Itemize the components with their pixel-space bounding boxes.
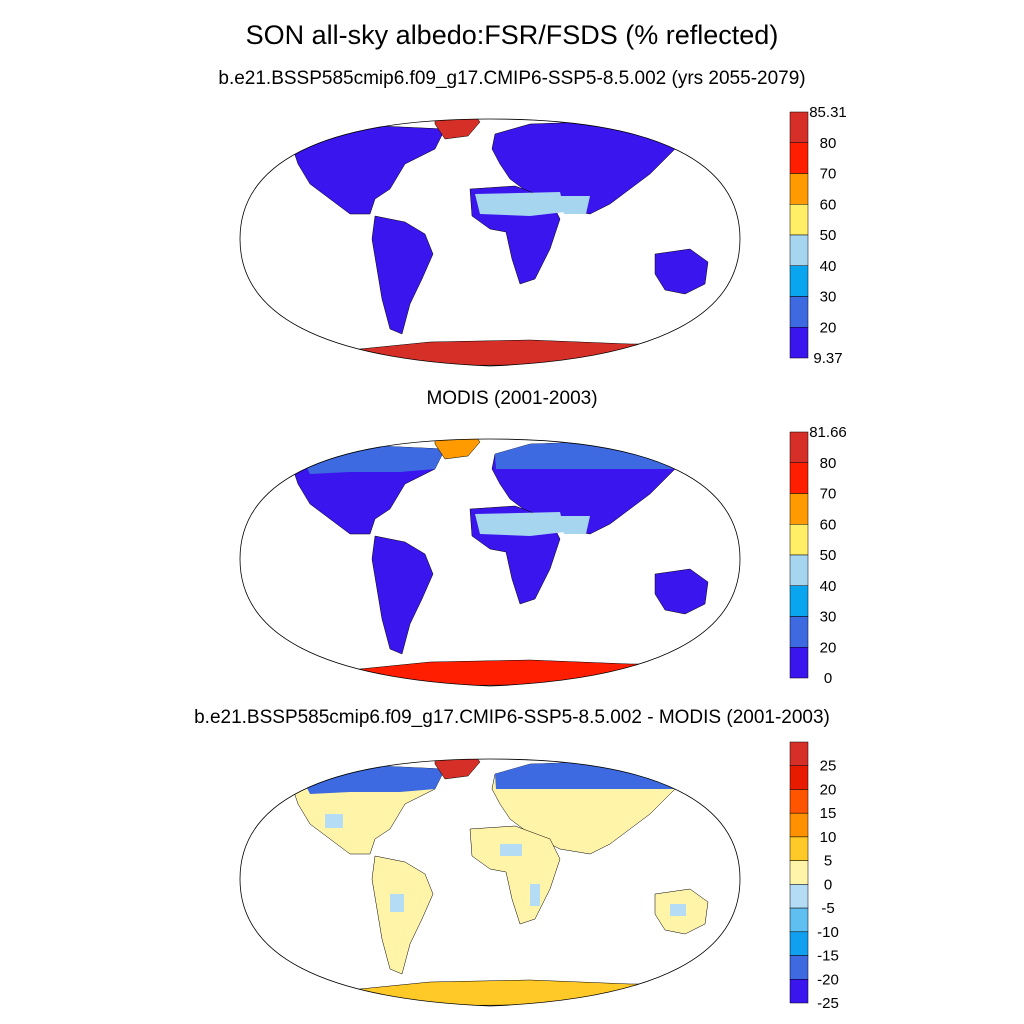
figure-title: SON all-sky albedo:FSR/FSDS (% reflected… (245, 20, 779, 50)
colorbar-swatch (789, 765, 809, 790)
colorbar-swatch (789, 431, 809, 463)
colorbar-label: 5 (824, 853, 832, 870)
colorbar-label: 60 (820, 516, 837, 533)
colorbar-swatch (789, 979, 809, 1004)
colorbar-label: 10 (820, 829, 837, 846)
colorbar-label: 50 (820, 547, 837, 564)
colorbar-swatch (789, 265, 809, 297)
colorbar-swatch (789, 462, 809, 494)
desert-region-1 (560, 196, 590, 214)
land-australia (654, 248, 709, 295)
colorbar-label: 20 (820, 781, 837, 798)
colorbar-label: -15 (817, 948, 839, 965)
model-albedo-map (239, 118, 741, 367)
colorbar-label: -25 (817, 995, 839, 1012)
northern-high-latitudes (300, 442, 690, 474)
colorbar-swatch (789, 907, 809, 933)
colorbar-swatch (789, 955, 809, 980)
colorbar-swatch (789, 173, 809, 205)
land-greenland (434, 759, 481, 780)
colorbar-swatch (789, 524, 809, 556)
colorbar-label: 85.31 (809, 104, 847, 121)
land-samerica (371, 535, 434, 655)
land-australia (654, 568, 709, 615)
colorbar-label: 50 (820, 227, 837, 244)
colorbar-swatch (789, 836, 809, 861)
colorbar-label: 81.66 (809, 424, 847, 441)
difference-patch-4 (670, 904, 686, 916)
land-samerica (371, 855, 434, 975)
colorbar-label: 60 (820, 196, 837, 213)
land-greenland (434, 119, 481, 140)
colorbar-label: 30 (820, 609, 837, 626)
desert-region-1 (560, 516, 590, 534)
colorbar-swatch (789, 647, 809, 679)
modis-albedo-map (239, 438, 741, 687)
difference-map (239, 758, 741, 1007)
difference-patch-2 (500, 844, 522, 856)
colorbar-label: -5 (821, 900, 834, 917)
colorbar-label: 20 (820, 319, 837, 336)
colorbar-swatch (789, 812, 809, 838)
colorbar-label: 15 (820, 805, 837, 822)
land-greenland (434, 439, 481, 460)
colorbar-swatch (789, 741, 809, 766)
colorbar-swatch (789, 931, 809, 956)
colorbar-swatch (789, 142, 809, 174)
northern-high-latitudes (300, 762, 690, 794)
panel-1-subtitle: b.e21.BSSP585cmip6.f09_g17.CMIP6-SSP5-8.… (218, 68, 806, 89)
colorbar-label: 40 (820, 258, 837, 275)
colorbar-model: 85.31 80 70 60 50 40 30 20 9.37 (789, 104, 847, 367)
colorbar-swatch (789, 616, 809, 648)
colorbar-swatch (789, 789, 809, 814)
desert-region-0 (475, 192, 565, 216)
colorbar-swatch (789, 296, 809, 328)
difference-patch-3 (530, 884, 540, 906)
colorbar-swatch (789, 327, 809, 359)
colorbar-swatch (789, 585, 809, 617)
colorbar-modis: 81.66 80 70 60 50 40 30 20 0 (789, 424, 847, 687)
panel-2-subtitle: MODIS (2001-2003) (426, 388, 598, 409)
colorbar-label: 80 (820, 135, 837, 152)
difference-patch-1 (390, 894, 404, 912)
colorbar-difference: 25 20 15 10 5 0 -5 -10 -15 -20 -25 (789, 741, 839, 1012)
colorbar-label: -10 (817, 924, 839, 941)
panel-3-subtitle: b.e21.BSSP585cmip6.f09_g17.CMIP6-SSP5-8.… (194, 707, 830, 728)
colorbar-swatch (789, 493, 809, 525)
colorbar-label: 70 (820, 486, 837, 503)
colorbar-label: 0 (824, 876, 832, 893)
colorbar-swatch (789, 204, 809, 236)
colorbar-label: 9.37 (813, 350, 842, 367)
colorbar-label: -20 (817, 971, 839, 988)
colorbar-label: 80 (820, 455, 837, 472)
colorbar-label: 70 (820, 166, 837, 183)
colorbar-swatch (789, 111, 809, 143)
desert-region-0 (475, 512, 565, 536)
colorbar-label: 25 (820, 758, 837, 775)
difference-patch-0 (325, 814, 343, 828)
colorbar-swatch (789, 884, 809, 909)
colorbar-label: 30 (820, 289, 837, 306)
colorbar-swatch (789, 554, 809, 586)
colorbar-label: 20 (820, 639, 837, 656)
colorbar-label: 0 (824, 670, 832, 687)
colorbar-swatch (789, 860, 809, 885)
land-samerica (371, 215, 434, 335)
colorbar-label: 40 (820, 578, 837, 595)
colorbar-swatch (789, 234, 809, 266)
